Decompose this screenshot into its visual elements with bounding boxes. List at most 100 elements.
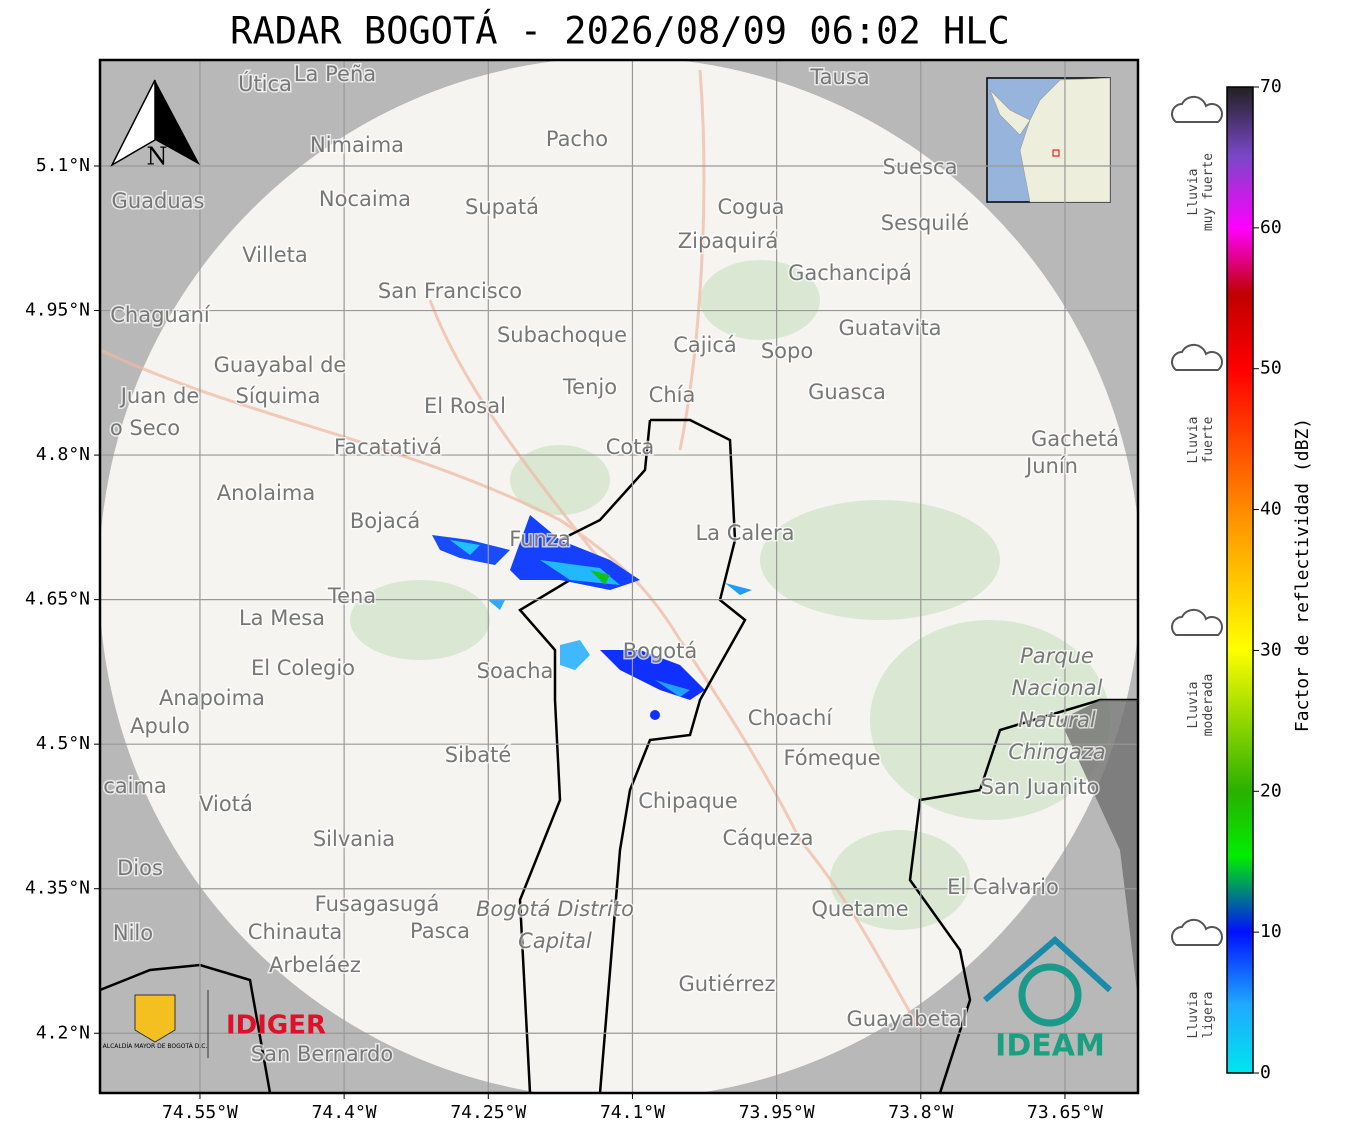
place-label: Fómeque xyxy=(783,746,880,770)
place-label: Parque xyxy=(1020,644,1094,668)
place-label: Subachoque xyxy=(497,323,627,347)
place-label: Soacha xyxy=(477,659,554,683)
colorbar-tick-label: 20 xyxy=(1260,780,1282,801)
place-label: Nacional xyxy=(1012,676,1103,700)
place-label: Tenjo xyxy=(562,375,617,399)
rain-category-label: ligera xyxy=(1201,992,1216,1039)
place-label: Chingaza xyxy=(1008,740,1105,764)
place-label: Apulo xyxy=(130,714,190,738)
place-label: Chaguaní xyxy=(110,303,211,327)
boundary xyxy=(100,418,1138,1093)
place-label: Chinauta xyxy=(248,920,342,944)
cloud-icon xyxy=(1171,95,1223,123)
place-label: Arbeláez xyxy=(269,953,361,977)
inset xyxy=(986,77,1111,203)
colorbar-tick-label: 40 xyxy=(1260,499,1282,520)
place-label: Guasca xyxy=(808,380,886,404)
logos: ALCALDÍA MAYOR DE BOGOTÁ D.C. IDIGER IDE… xyxy=(103,935,1113,1064)
idiger-logo: IDIGER xyxy=(226,1011,326,1041)
place-label: Natural xyxy=(1018,708,1096,732)
colorbar-tick-label: 50 xyxy=(1260,358,1282,379)
place-label: Gachetá xyxy=(1031,427,1119,451)
place-label: Cogua xyxy=(717,195,784,219)
place-label: o Seco xyxy=(110,416,180,440)
map: Útica La Peña Tausa Pacho Nimaima Guaduas Noca… xyxy=(100,60,1138,1093)
y-tick-label: 4.95°N xyxy=(25,300,90,321)
x-tick-label: 73.8°W xyxy=(888,1102,953,1123)
place-label: Útica xyxy=(238,71,292,96)
place-label: Sesquilé xyxy=(881,211,969,235)
beyond-range xyxy=(1060,700,1138,1000)
cloud-icon xyxy=(1171,343,1223,371)
colorbar-tick-label: 30 xyxy=(1260,639,1282,660)
y-tick-label: 5.1°N xyxy=(36,155,90,176)
alcaldia-logo: ALCALDÍA MAYOR DE BOGOTÁ D.C. xyxy=(103,1043,208,1050)
terrain xyxy=(350,260,1110,930)
cloud-icon xyxy=(1171,918,1223,946)
y-tick-label: 4.8°N xyxy=(36,444,90,465)
rain-category-label: Lluvia xyxy=(1186,417,1201,464)
place-label: Anapoima xyxy=(159,686,265,710)
place-label: Fusagasugá xyxy=(315,892,440,916)
place-label: Sibaté xyxy=(445,743,512,767)
place-label: San Juanito xyxy=(981,775,1100,799)
cloud-icon xyxy=(1171,608,1223,636)
place-label: Gachancipá xyxy=(788,261,912,285)
colorbar-tick-label: 70 xyxy=(1260,76,1282,97)
x-tick-label: 74.1°W xyxy=(600,1102,665,1123)
place-label: Villeta xyxy=(242,243,307,267)
place-label: Capital xyxy=(518,929,592,953)
place-label: Cáqueza xyxy=(723,826,814,850)
roads xyxy=(100,69,922,1031)
place-label: Pacho xyxy=(546,127,608,151)
place-label: Bojacá xyxy=(350,509,420,533)
place-label: Guaduas xyxy=(112,189,205,213)
place-label: Juan de xyxy=(119,384,200,408)
place-label: Cajicá xyxy=(673,333,737,357)
rain-category-label: moderada xyxy=(1201,674,1216,737)
place-label: Anolaima xyxy=(217,481,315,505)
place-label: Facatativá xyxy=(334,435,442,459)
map-frame xyxy=(98,58,1140,1095)
y-tick-label: 4.65°N xyxy=(25,589,90,610)
place-label: Silvania xyxy=(313,827,395,851)
rain-category-label: Lluvia xyxy=(1186,682,1201,729)
place-label: La Mesa xyxy=(239,606,325,630)
colorbar-tick-label: 0 xyxy=(1260,1062,1271,1083)
y-tick-label: 4.2°N xyxy=(36,1022,90,1043)
place-label: Nilo xyxy=(113,921,153,945)
place-label: Quetame xyxy=(811,897,908,921)
place-label: Síquima xyxy=(236,384,321,408)
place-label: Tena xyxy=(327,584,376,608)
place-label: Supatá xyxy=(465,195,539,219)
place-label: Zipaquirá xyxy=(678,229,778,253)
place-label: Nocaima xyxy=(319,187,411,211)
rain-category-label: fuerte xyxy=(1201,416,1216,463)
place-label: San Francisco xyxy=(378,279,522,303)
title: RADAR BOGOTÁ - 2026/08/09 06:02 HLC xyxy=(230,9,1010,53)
place-label: Suesca xyxy=(883,155,958,179)
x-tick-label: 74.25°W xyxy=(450,1102,526,1123)
colorbar-tick-label: 10 xyxy=(1260,921,1282,942)
place-label: Tausa xyxy=(809,65,869,89)
place-label: Pasca xyxy=(410,919,470,943)
place-label: Dios xyxy=(117,856,163,880)
place-label: Bogotá Distrito xyxy=(476,897,634,921)
place-label: Sopo xyxy=(761,339,813,363)
place-label: San Bernardo xyxy=(251,1042,393,1066)
ideam-logo: IDEAM xyxy=(995,1029,1105,1064)
place-label: Junín xyxy=(1024,454,1078,478)
place-label: caima xyxy=(103,774,167,798)
x-tick-label: 73.95°W xyxy=(739,1102,815,1123)
place-label: La Calera xyxy=(695,521,794,545)
place-label: Bogotá xyxy=(623,639,698,663)
place-label: Cota xyxy=(606,435,655,459)
radar-echoes xyxy=(432,515,752,720)
place-label: Gutiérrez xyxy=(679,972,776,996)
place-label: El Colegio xyxy=(251,656,355,680)
colorbar-tick-label: 60 xyxy=(1260,217,1282,238)
place-label: Viotá xyxy=(199,792,253,816)
north-label: N xyxy=(147,143,168,171)
